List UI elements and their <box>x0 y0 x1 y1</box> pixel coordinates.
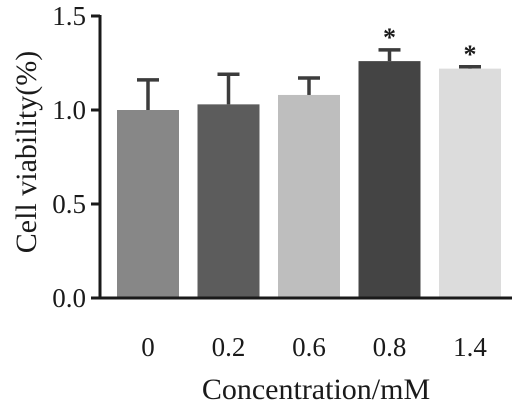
y-axis-title: Cell viability(%) <box>10 51 43 253</box>
bar <box>278 94 340 299</box>
x-tick-label: 1.4 <box>453 332 487 362</box>
bar <box>197 104 260 298</box>
bar <box>117 110 179 298</box>
y-tick-label: 1.5 <box>52 1 86 31</box>
x-tick-label: 0.6 <box>292 332 326 362</box>
significance-layer: ** <box>383 23 477 69</box>
y-tick-label: 0.0 <box>52 283 86 313</box>
bars-layer <box>117 61 501 299</box>
significance-marker: * <box>383 23 396 52</box>
bar <box>439 68 501 298</box>
x-axis-title: Concentration/mM <box>202 373 430 406</box>
bar <box>358 61 421 299</box>
significance-marker: * <box>464 40 477 69</box>
axes-layer <box>98 15 512 300</box>
x-tick-label: 0 <box>141 332 155 362</box>
error-bars-layer <box>137 48 481 110</box>
x-tick-label: 0.2 <box>212 332 246 362</box>
y-tick-label: 1.0 <box>52 95 86 125</box>
y-ticks-layer: 0.0 0.5 1.0 1.5 <box>52 1 100 313</box>
y-tick-label: 0.5 <box>52 189 86 219</box>
x-tick-label: 0.8 <box>373 332 407 362</box>
x-ticks-layer: 0 0.2 0.6 0.8 1.4 <box>141 332 487 362</box>
